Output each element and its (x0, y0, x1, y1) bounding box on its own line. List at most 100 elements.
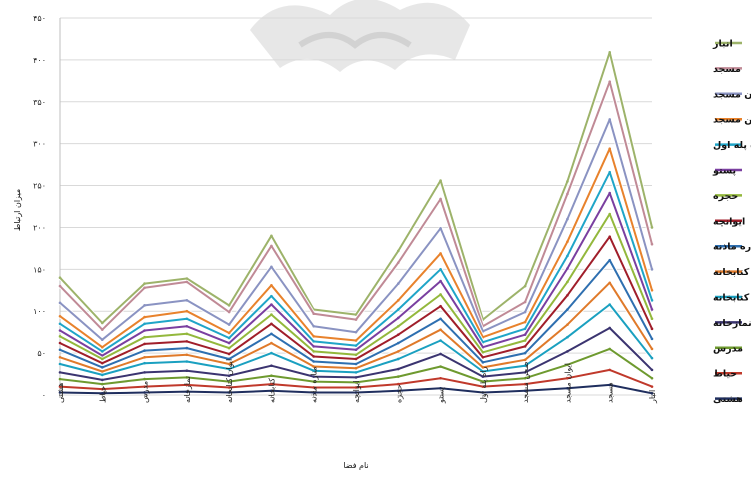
data-point (354, 348, 358, 352)
data-point (270, 341, 273, 345)
data-point (227, 386, 231, 389)
legend-label: هشتی (713, 394, 743, 405)
y-tick-label: ۲۰۰ (33, 223, 46, 232)
data-point (439, 252, 442, 255)
data-point (100, 370, 104, 373)
data-point (396, 357, 400, 361)
data-point (566, 267, 569, 270)
legend-label: کتابخانه (713, 267, 750, 278)
data-point (396, 308, 400, 311)
data-point (354, 330, 358, 334)
legend-label: ایوان مسجد (713, 89, 751, 100)
data-point (312, 355, 316, 358)
data-point (312, 345, 316, 348)
x-tick-label: حیاط (98, 386, 107, 403)
data-point (354, 391, 358, 394)
data-point (143, 315, 146, 319)
data-point (608, 51, 612, 54)
data-point (523, 376, 527, 380)
data-point (481, 366, 485, 369)
data-point (185, 299, 189, 302)
data-point (566, 280, 569, 284)
x-tick-label: مسجد (606, 382, 615, 403)
data-point (354, 386, 358, 389)
data-point (100, 392, 104, 395)
data-point (143, 349, 146, 352)
data-point (143, 356, 146, 359)
data-point (185, 383, 189, 387)
watermark-emblem (250, 0, 470, 72)
data-point (58, 377, 62, 381)
data-point (439, 317, 442, 321)
data-point (100, 373, 104, 377)
data-point (270, 303, 273, 306)
data-point (143, 286, 146, 290)
data-point (481, 375, 485, 378)
data-point (185, 340, 189, 343)
data-point (650, 327, 654, 331)
legend-label: مسجد (713, 64, 741, 75)
legend-label: ایوان کتابخانه (713, 293, 751, 304)
data-point (439, 376, 442, 380)
series-lines (58, 50, 654, 396)
data-point (608, 383, 612, 387)
data-point (481, 385, 485, 388)
data-point (100, 366, 104, 369)
data-point (608, 368, 612, 372)
data-point (100, 357, 104, 361)
data-point (312, 350, 316, 353)
data-point (396, 382, 400, 386)
legend-label: پستو (712, 166, 736, 177)
data-point (523, 371, 527, 374)
data-point (354, 339, 358, 342)
data-point (270, 234, 273, 238)
data-point (227, 331, 231, 335)
watermark-ornament (250, 0, 470, 72)
data-point (100, 382, 104, 386)
legend-label: صحن مسجد (713, 115, 751, 126)
y-tick-label: ۲۵۰ (33, 182, 46, 191)
data-point (481, 370, 485, 373)
watermark-arc (298, 32, 412, 49)
data-point (58, 276, 62, 280)
data-point (396, 350, 400, 353)
x-axis-title: نام فضا (343, 461, 368, 470)
data-point (227, 310, 231, 314)
data-point (608, 118, 612, 121)
data-point (650, 385, 654, 388)
data-point (650, 288, 654, 292)
data-point (566, 180, 569, 183)
data-point (227, 346, 231, 350)
data-point (354, 362, 358, 366)
data-point (100, 354, 104, 357)
data-point (481, 380, 485, 383)
data-point (143, 335, 146, 339)
data-point (650, 392, 654, 395)
data-point (608, 347, 612, 351)
data-point (650, 226, 654, 229)
data-point (270, 313, 273, 316)
data-point (608, 281, 612, 285)
data-point (523, 327, 527, 331)
y-axis-ticks: ۰ ۵۰ ۱۰۰ ۱۵۰ ۲۰۰ ۲۵۰ ۳۰۰ ۳۵۰ ۴۰۰ ۴۵۰ (33, 14, 46, 400)
data-point (58, 322, 62, 326)
data-point (58, 335, 62, 338)
data-point (396, 282, 400, 285)
data-point (227, 374, 231, 378)
data-point (58, 391, 62, 394)
data-point (270, 322, 273, 326)
data-point (100, 328, 104, 331)
x-tick-label: مناره ماذنه (310, 366, 319, 403)
data-point (312, 360, 316, 363)
data-point (650, 356, 654, 360)
data-point (481, 361, 485, 364)
y-tick-label: ۵۰ (37, 349, 46, 358)
data-point (185, 369, 189, 373)
data-point (185, 346, 189, 350)
data-point (439, 328, 442, 331)
data-point (185, 277, 189, 280)
y-tick-label: ۴۵۰ (33, 14, 46, 23)
x-tick-label: ایوان کتابخانه (225, 359, 234, 403)
data-point (608, 212, 612, 216)
legend-label: مناره ماذنه (713, 242, 751, 253)
